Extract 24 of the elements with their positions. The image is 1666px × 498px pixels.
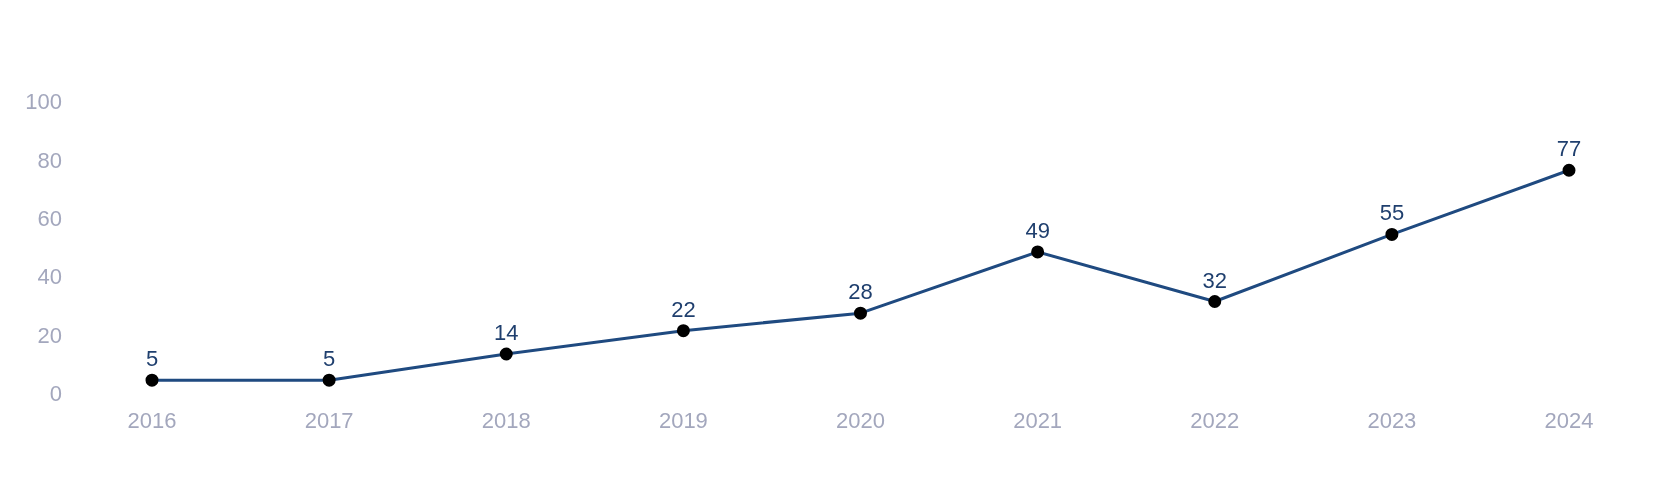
x-tick-label: 2021 <box>1013 408 1063 434</box>
x-tick-label: 2019 <box>658 408 708 434</box>
y-tick-label: 60 <box>37 205 62 231</box>
data-label: 5 <box>323 346 336 372</box>
y-tick-label: 20 <box>37 322 62 348</box>
data-label: 77 <box>1556 136 1582 162</box>
x-tick-label: 2022 <box>1190 408 1240 434</box>
data-label: 55 <box>1379 200 1405 226</box>
data-label: 22 <box>671 296 696 322</box>
y-tick-label: 80 <box>37 147 62 173</box>
y-tick-label: 40 <box>37 264 62 290</box>
y-tick-label: 0 <box>49 380 62 406</box>
x-tick-label: 2020 <box>836 408 885 434</box>
data-label: 49 <box>1025 217 1050 243</box>
y-tick-label: 100 <box>25 89 62 115</box>
data-label: 28 <box>848 279 873 305</box>
data-label: 5 <box>145 346 159 372</box>
data-label: 32 <box>1202 267 1227 293</box>
x-tick-label: 2018 <box>481 408 531 434</box>
x-tick-label: 2023 <box>1367 408 1417 434</box>
x-tick-label: 2017 <box>304 408 354 434</box>
x-tick-label: 2024 <box>1544 408 1594 434</box>
data-label: 14 <box>494 320 519 346</box>
x-tick-label: 2016 <box>127 408 177 434</box>
